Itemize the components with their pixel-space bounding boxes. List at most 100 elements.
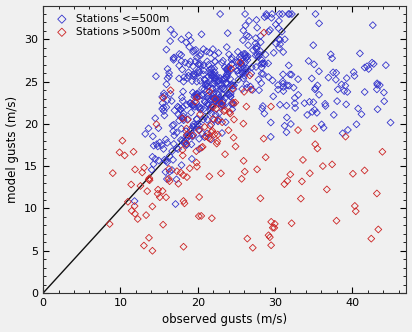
Stations >500m	[269, 225, 276, 230]
Stations <=500m	[318, 122, 325, 127]
Stations <=500m	[332, 77, 339, 82]
Stations <=500m	[163, 158, 169, 163]
Stations <=500m	[260, 61, 266, 66]
Stations <=500m	[202, 83, 209, 88]
Stations >500m	[241, 169, 248, 174]
Stations <=500m	[358, 112, 365, 117]
Stations <=500m	[381, 90, 387, 95]
Stations <=500m	[194, 55, 200, 60]
Stations >500m	[197, 112, 204, 117]
Stations <=500m	[357, 51, 363, 56]
Stations <=500m	[279, 29, 285, 34]
Stations <=500m	[229, 61, 235, 67]
Stations <=500m	[199, 93, 206, 98]
Stations <=500m	[190, 103, 196, 108]
Stations <=500m	[288, 72, 295, 77]
Stations <=500m	[223, 66, 229, 72]
Stations >500m	[116, 150, 123, 155]
Stations >500m	[329, 162, 335, 167]
Stations >500m	[159, 188, 166, 194]
Stations <=500m	[241, 68, 248, 73]
Stations <=500m	[205, 84, 211, 89]
Stations <=500m	[201, 99, 208, 104]
Stations <=500m	[220, 86, 227, 92]
Stations <=500m	[202, 114, 208, 119]
Stations <=500m	[190, 49, 196, 54]
Stations <=500m	[199, 92, 205, 98]
Stations <=500m	[227, 91, 234, 97]
Stations <=500m	[276, 37, 282, 42]
Stations >500m	[167, 88, 174, 93]
Stations <=500m	[218, 82, 225, 87]
Stations <=500m	[162, 169, 169, 175]
Stations <=500m	[223, 72, 230, 77]
Stations <=500m	[283, 103, 290, 108]
Stations >500m	[225, 127, 232, 133]
Stations <=500m	[197, 61, 204, 66]
Stations <=500m	[207, 108, 213, 113]
Stations <=500m	[190, 124, 196, 129]
Stations <=500m	[189, 156, 195, 162]
Stations <=500m	[187, 38, 194, 43]
Stations <=500m	[210, 96, 217, 101]
Stations <=500m	[175, 112, 182, 117]
X-axis label: observed gusts (m/s): observed gusts (m/s)	[162, 313, 287, 326]
Stations <=500m	[194, 117, 200, 122]
Stations <=500m	[150, 134, 156, 139]
Stations <=500m	[183, 142, 190, 148]
Stations <=500m	[178, 137, 184, 142]
Stations <=500m	[222, 81, 229, 86]
Stations >500m	[238, 176, 245, 182]
Stations <=500m	[209, 93, 215, 99]
Stations <=500m	[164, 140, 171, 145]
Stations <=500m	[283, 129, 290, 135]
Stations <=500m	[277, 42, 283, 47]
Stations >500m	[230, 135, 237, 140]
Stations <=500m	[215, 97, 222, 102]
Stations <=500m	[191, 94, 198, 99]
Stations >500m	[353, 208, 359, 214]
Stations <=500m	[212, 99, 218, 104]
Stations <=500m	[176, 118, 183, 123]
Stations <=500m	[186, 44, 192, 50]
Stations <=500m	[316, 92, 322, 97]
Stations <=500m	[234, 68, 240, 73]
Stations <=500m	[292, 101, 298, 106]
Stations <=500m	[239, 71, 246, 76]
Stations <=500m	[229, 101, 236, 106]
Stations <=500m	[170, 55, 177, 61]
Stations <=500m	[227, 94, 234, 99]
Stations <=500m	[311, 107, 318, 113]
Stations >500m	[184, 174, 190, 180]
Stations <=500m	[243, 66, 250, 71]
Stations <=500m	[205, 96, 211, 101]
Stations <=500m	[253, 17, 260, 23]
Stations <=500m	[225, 64, 232, 70]
Stations <=500m	[208, 76, 214, 82]
Stations <=500m	[209, 74, 215, 79]
Stations <=500m	[209, 104, 215, 110]
Stations >500m	[333, 218, 340, 223]
Stations <=500m	[242, 51, 248, 56]
Stations <=500m	[208, 66, 214, 72]
Stations <=500m	[177, 107, 184, 112]
Stations <=500m	[355, 106, 361, 111]
Stations <=500m	[310, 100, 317, 105]
Stations <=500m	[280, 84, 287, 90]
Stations <=500m	[187, 59, 194, 64]
Stations <=500m	[209, 102, 216, 108]
Stations <=500m	[286, 83, 293, 88]
Stations <=500m	[277, 37, 283, 42]
Stations <=500m	[370, 23, 376, 28]
Stations <=500m	[187, 101, 194, 106]
Stations <=500m	[216, 100, 223, 105]
Stations <=500m	[273, 41, 279, 46]
Stations <=500m	[285, 11, 292, 17]
Stations <=500m	[190, 122, 197, 127]
Stations <=500m	[222, 95, 229, 100]
Stations <=500m	[229, 83, 236, 88]
Stations <=500m	[192, 92, 198, 97]
Stations <=500m	[253, 46, 260, 51]
Stations <=500m	[257, 48, 263, 53]
Stations <=500m	[295, 77, 302, 82]
